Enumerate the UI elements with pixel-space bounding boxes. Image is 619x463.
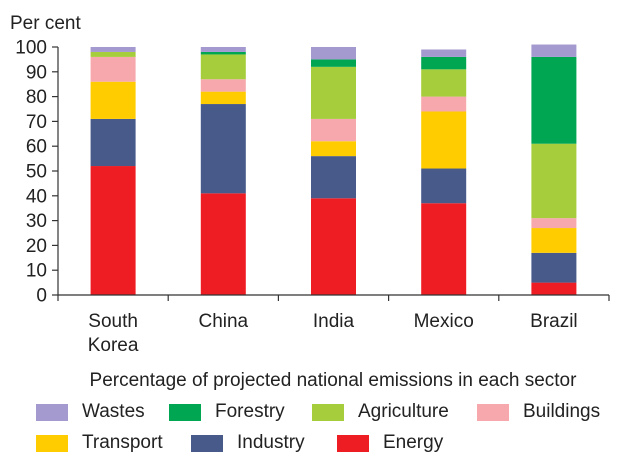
- x-tick-label-line: South: [88, 311, 138, 332]
- legend-item-transport: Transport: [36, 432, 191, 454]
- legend-label-buildings: Buildings: [523, 401, 601, 422]
- stacked-bar-chart: Per cent 0 10 20 30 40 50 60 70 80 90 100 South Kor…: [10, 13, 610, 391]
- bar-south-korea-agriculture: [90, 51, 136, 57]
- bar-china-agriculture: [200, 54, 246, 80]
- bar-china-transport: [200, 91, 246, 105]
- x-tick-label-china: China: [198, 311, 248, 332]
- bar-mexico-agriculture: [421, 69, 467, 97]
- legend-item-buildings: Buildings: [477, 401, 600, 423]
- bar-brazil-agriculture: [531, 143, 577, 219]
- bar-india-buildings: [311, 118, 356, 142]
- x-tick-label-south-korea: South Korea: [88, 311, 139, 356]
- y-tick-label: 90: [26, 62, 47, 83]
- bar-india-agriculture: [311, 66, 356, 119]
- bar-brazil-forestry: [531, 56, 577, 144]
- bar-brazil-energy: [531, 282, 577, 295]
- y-axis-label: Per cent: [10, 13, 81, 34]
- bar-china-industry: [200, 104, 246, 194]
- y-tick-label: 20: [26, 236, 47, 257]
- legend-swatch-forestry: [169, 403, 201, 421]
- legend-item-energy: Energy: [337, 432, 443, 454]
- x-tick-label-line: Mexico: [414, 311, 474, 332]
- bar-india-wastes: [311, 47, 356, 60]
- legend-label-industry: Industry: [237, 432, 305, 453]
- x-tick-label-india: India: [313, 311, 355, 332]
- x-tick-label-mexico: Mexico: [414, 311, 474, 332]
- bar-brazil-wastes: [531, 44, 577, 57]
- bar-brazil-industry: [531, 252, 577, 283]
- x-tick-label-line: India: [313, 311, 355, 332]
- bar-mexico-wastes: [421, 49, 467, 57]
- bar-south-korea-wastes: [90, 47, 136, 52]
- legend-label-wastes: Wastes: [82, 401, 145, 422]
- bar-china-energy: [200, 193, 246, 295]
- x-tick-label-line: Brazil: [530, 311, 578, 332]
- legend-item-industry: Industry: [191, 432, 337, 454]
- legend-label-transport: Transport: [82, 432, 163, 453]
- bar-mexico-forestry: [421, 56, 467, 70]
- legend-item-wastes: Wastes: [36, 401, 169, 423]
- bar-south-korea-energy: [90, 166, 136, 295]
- legend-swatch-buildings: [477, 403, 509, 421]
- legend-swatch-agriculture: [312, 403, 344, 421]
- legend-row: Wastes Forestry Agriculture Buildings: [36, 401, 619, 423]
- legend-label-energy: Energy: [383, 432, 444, 453]
- bar-brazil-transport: [531, 228, 577, 253]
- bar-mexico-industry: [421, 168, 467, 204]
- y-tick-label: 10: [26, 261, 47, 282]
- legend-swatch-wastes: [36, 403, 68, 421]
- legend-item-agriculture: Agriculture: [312, 401, 477, 423]
- legend-item-forestry: Forestry: [169, 401, 312, 423]
- legend-label-forestry: Forestry: [215, 401, 285, 422]
- y-tick-label: 100: [15, 38, 47, 59]
- y-tick-label: 30: [26, 211, 47, 232]
- y-axis: 0 10 20 30 40 50 60 70 80 90 100: [15, 38, 59, 307]
- bar-india-industry: [311, 156, 356, 199]
- legend-swatch-transport: [36, 434, 68, 452]
- bar-india-transport: [311, 141, 356, 157]
- x-tick-label-line: Korea: [88, 335, 139, 356]
- bar-mexico-transport: [421, 111, 467, 169]
- bar-mexico-buildings: [421, 96, 467, 112]
- bar-china-forestry: [200, 51, 246, 55]
- bar-india-forestry: [311, 59, 356, 67]
- x-axis: South Korea China India Mexico Brazil: [57, 294, 610, 356]
- bar-south-korea-transport: [90, 81, 136, 119]
- x-tick-label-line: China: [198, 311, 248, 332]
- legend-swatch-industry: [191, 434, 223, 452]
- bar-china-wastes: [200, 47, 246, 52]
- y-tick-label: 70: [26, 112, 47, 133]
- y-tick-label: 0: [36, 286, 47, 307]
- bar-india-energy: [311, 198, 356, 295]
- bar-mexico-energy: [421, 203, 467, 295]
- y-tick-label: 40: [26, 186, 47, 207]
- bar-south-korea-industry: [90, 118, 136, 167]
- bar-china-buildings: [200, 79, 246, 92]
- legend-label-agriculture: Agriculture: [358, 401, 449, 422]
- bars: [90, 44, 577, 295]
- legend-swatch-energy: [337, 434, 369, 452]
- bar-south-korea-buildings: [90, 56, 136, 82]
- y-tick-label: 80: [26, 87, 47, 108]
- legend-row: Transport Industry Energy: [36, 432, 619, 454]
- y-tick-label: 60: [26, 137, 47, 158]
- y-tick-label: 50: [26, 162, 47, 183]
- x-axis-label: Percentage of projected national emissio…: [90, 370, 578, 391]
- legend: Wastes Forestry Agriculture Buildings Tr…: [36, 401, 619, 463]
- x-tick-label-brazil: Brazil: [530, 311, 578, 332]
- bar-brazil-buildings: [531, 218, 577, 229]
